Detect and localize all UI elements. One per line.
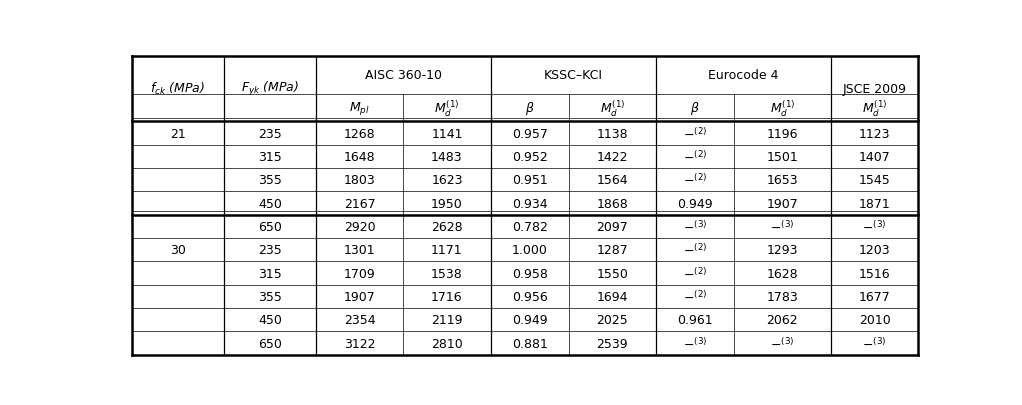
Text: 355: 355 [258,174,282,187]
Text: 1868: 1868 [597,197,629,210]
Text: 1550: 1550 [597,267,629,280]
Text: 0.949: 0.949 [678,197,713,210]
Text: 0.951: 0.951 [512,174,548,187]
Text: 235: 235 [258,127,282,140]
Text: 1301: 1301 [343,243,375,257]
Text: 30: 30 [170,243,186,257]
Text: $\beta$: $\beta$ [525,100,535,117]
Text: JSCE 2009: JSCE 2009 [842,83,907,96]
Text: 2539: 2539 [597,337,629,350]
Text: 1171: 1171 [431,243,463,257]
Text: $\mathregular{-}^{(2)}$: $\mathregular{-}^{(2)}$ [683,243,707,257]
Text: 3122: 3122 [343,337,375,350]
Text: 1422: 1422 [597,151,629,164]
Text: $\beta$: $\beta$ [690,100,700,117]
Text: 1803: 1803 [343,174,375,187]
Text: $M_d^{(1)}$: $M_d^{(1)}$ [770,98,795,119]
Text: 1716: 1716 [431,290,463,303]
Text: 1907: 1907 [766,197,798,210]
Text: 2167: 2167 [343,197,375,210]
Text: $\mathregular{-}^{(3)}$: $\mathregular{-}^{(3)}$ [863,220,887,233]
Text: 0.949: 0.949 [512,313,548,326]
Text: 1138: 1138 [597,127,629,140]
Text: 2010: 2010 [858,313,890,326]
Text: 1196: 1196 [766,127,798,140]
Text: $M_d^{(1)}$: $M_d^{(1)}$ [862,98,887,119]
Text: 1677: 1677 [858,290,890,303]
Text: 0.952: 0.952 [512,151,548,164]
Text: 1.000: 1.000 [512,243,548,257]
Text: 1653: 1653 [766,174,798,187]
Text: 2628: 2628 [431,220,463,233]
Text: 1907: 1907 [343,290,375,303]
Text: 1538: 1538 [431,267,463,280]
Text: 1268: 1268 [343,127,375,140]
Text: 2920: 2920 [343,220,375,233]
Text: 2062: 2062 [766,313,798,326]
Text: 2119: 2119 [431,313,463,326]
Text: 1293: 1293 [766,243,798,257]
Text: $\mathregular{-}^{(3)}$: $\mathregular{-}^{(3)}$ [863,337,887,350]
Text: $\mathregular{-}^{(3)}$: $\mathregular{-}^{(3)}$ [683,337,707,350]
Text: 2025: 2025 [597,313,629,326]
Text: 2097: 2097 [597,220,629,233]
Text: $F_{yk}$ (MPa): $F_{yk}$ (MPa) [241,80,299,98]
Text: 0.961: 0.961 [678,313,713,326]
Text: 315: 315 [258,151,282,164]
Text: 21: 21 [170,127,186,140]
Text: 1623: 1623 [431,174,463,187]
Text: 1483: 1483 [431,151,463,164]
Text: 235: 235 [258,243,282,257]
Text: $M_{pl}$: $M_{pl}$ [350,100,370,117]
Text: 1287: 1287 [597,243,629,257]
Text: 0.958: 0.958 [512,267,548,280]
Text: 650: 650 [258,220,282,233]
Text: 1628: 1628 [766,267,798,280]
Text: 1564: 1564 [597,174,629,187]
Text: 1648: 1648 [343,151,375,164]
Text: 2354: 2354 [343,313,375,326]
Text: Eurocode 4: Eurocode 4 [708,69,779,82]
Text: 1407: 1407 [858,151,890,164]
Text: 1545: 1545 [858,174,890,187]
Text: $\mathregular{-}^{(2)}$: $\mathregular{-}^{(2)}$ [683,290,707,303]
Text: 1123: 1123 [858,127,890,140]
Text: 1709: 1709 [343,267,375,280]
Text: 0.956: 0.956 [512,290,548,303]
Text: $\mathregular{-}^{(3)}$: $\mathregular{-}^{(3)}$ [771,337,794,350]
Text: 0.957: 0.957 [512,127,548,140]
Text: $\mathregular{-}^{(2)}$: $\mathregular{-}^{(2)}$ [683,267,707,280]
Text: $\mathregular{-}^{(2)}$: $\mathregular{-}^{(2)}$ [683,127,707,140]
Text: 2810: 2810 [431,337,463,350]
Text: 0.881: 0.881 [512,337,548,350]
Text: 450: 450 [258,197,282,210]
Text: $M_d^{(1)}$: $M_d^{(1)}$ [434,98,460,119]
Text: 1516: 1516 [858,267,890,280]
Text: 355: 355 [258,290,282,303]
Text: $\mathregular{-}^{(3)}$: $\mathregular{-}^{(3)}$ [683,220,707,233]
Text: 1694: 1694 [597,290,629,303]
Text: 1871: 1871 [858,197,890,210]
Text: $M_d^{(1)}$: $M_d^{(1)}$ [600,98,625,119]
Text: $\mathregular{-}^{(2)}$: $\mathregular{-}^{(2)}$ [683,174,707,187]
Text: 0.934: 0.934 [512,197,548,210]
Text: 1950: 1950 [431,197,463,210]
Text: 1783: 1783 [766,290,798,303]
Text: 450: 450 [258,313,282,326]
Text: 1203: 1203 [858,243,890,257]
Text: $\mathregular{-}^{(3)}$: $\mathregular{-}^{(3)}$ [771,220,794,233]
Text: 0.782: 0.782 [512,220,548,233]
Text: AISC 360-10: AISC 360-10 [365,69,442,82]
Text: $f_{ck}$ (MPa): $f_{ck}$ (MPa) [150,81,205,97]
Text: 650: 650 [258,337,282,350]
Text: KSSC–KCI: KSSC–KCI [544,69,603,82]
Text: $\mathregular{-}^{(2)}$: $\mathregular{-}^{(2)}$ [683,151,707,164]
Text: 1501: 1501 [766,151,798,164]
Text: 1141: 1141 [431,127,463,140]
Text: 315: 315 [258,267,282,280]
